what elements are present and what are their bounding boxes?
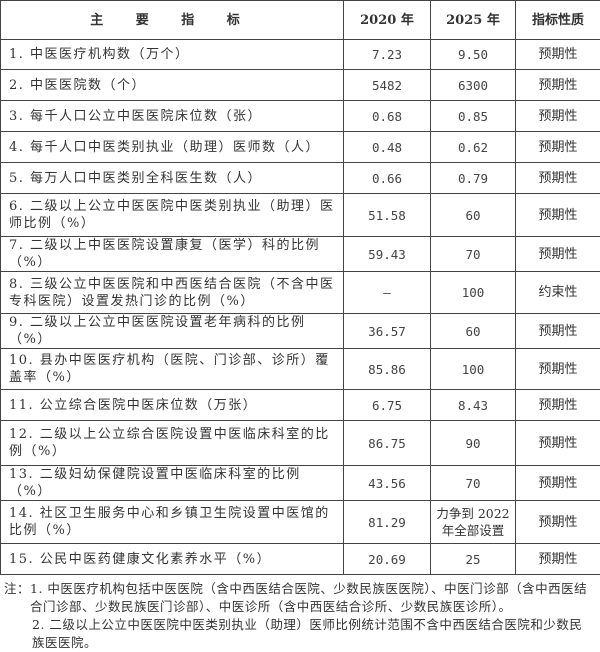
indicator-nature: 预期性 [516, 466, 600, 501]
indicator-name: 13. 二级妇幼保健院设置中医临床科室的比例（%） [1, 466, 344, 501]
value-2025: 60 [431, 314, 516, 349]
indicator-nature: 预期性 [516, 421, 600, 466]
value-2020: 86.75 [344, 421, 431, 466]
value-2025: 力争到 2022 年全部设置 [431, 501, 516, 544]
value-2025: 25 [431, 544, 516, 575]
header-row: 主 要 指 标 2020 年 2025 年 指标性质 [1, 1, 600, 40]
value-2020: 20.69 [344, 544, 431, 575]
table-row: 8. 三级公立中医医院和中西医结合医院（不含中医专科医院）设置发热门诊的比例（%… [1, 272, 600, 314]
indicator-name: 7. 二级以上中医医院设置康复（医学）科的比例（%） [1, 237, 344, 272]
indicator-nature: 预期性 [516, 40, 600, 70]
header-indicator: 主 要 指 标 [1, 1, 344, 40]
value-2020: 7.23 [344, 40, 431, 70]
value-2020: 36.57 [344, 314, 431, 349]
value-2025: 70 [431, 237, 516, 272]
value-2025: 100 [431, 272, 516, 314]
indicator-nature: 预期性 [516, 314, 600, 349]
indicator-nature: 预期性 [516, 132, 600, 163]
indicator-name: 9. 二级以上公立中医医院设置老年病科的比例（%） [1, 314, 344, 349]
indicator-name: 15. 公民中医药健康文化素养水平（%） [1, 544, 344, 575]
indicator-name: 14. 社区卫生服务中心和乡镇卫生院设置中医馆的比例（%） [1, 501, 344, 544]
value-2025: 0.62 [431, 132, 516, 163]
note-text: 2. 二级以上公立中医医院中医类别执业（助理）医师比例统计范围不含中西医结合医院… [32, 616, 594, 652]
value-2025: 90 [431, 421, 516, 466]
indicator-table: 主 要 指 标 2020 年 2025 年 指标性质 1. 中医医疗机构数（万个… [0, 0, 600, 575]
value-2025: 100 [431, 349, 516, 390]
value-2020: 81.29 [344, 501, 431, 544]
value-2025: 0.79 [431, 163, 516, 194]
indicator-name: 6. 二级以上公立中医医院中医类别执业（助理）医师比例（%） [1, 194, 344, 237]
value-2020: 43.56 [344, 466, 431, 501]
indicator-nature: 预期性 [516, 349, 600, 390]
header-2025: 2025 年 [431, 1, 516, 40]
indicator-name: 2. 中医医院数（个） [1, 70, 344, 101]
value-2025: 70 [431, 466, 516, 501]
indicator-nature: 预期性 [516, 390, 600, 421]
header-2020: 2020 年 [344, 1, 431, 40]
indicator-nature: 预期性 [516, 501, 600, 544]
indicator-nature: 预期性 [516, 70, 600, 101]
note-1: 注： 1. 中医医疗机构包括中医医院（含中西医结合医院、少数民族医医院）、中医门… [4, 580, 594, 616]
value-2020: 59.43 [344, 237, 431, 272]
value-2020: 85.86 [344, 349, 431, 390]
value-2025: 0.85 [431, 101, 516, 132]
indicator-nature: 预期性 [516, 163, 600, 194]
value-2020: 6.75 [344, 390, 431, 421]
indicator-name: 12. 二级以上公立综合医院设置中医临床科室的比例（%） [1, 421, 344, 466]
indicator-name: 11. 公立综合医院中医床位数（万张） [1, 390, 344, 421]
value-2020: 0.66 [344, 163, 431, 194]
indicator-name: 3. 每千人口公立中医医院床位数（张） [1, 101, 344, 132]
value-2020: 5482 [344, 70, 431, 101]
header-nature: 指标性质 [516, 1, 600, 40]
value-2025: 9.50 [431, 40, 516, 70]
value-2025: 6300 [431, 70, 516, 101]
indicator-name: 8. 三级公立中医医院和中西医结合医院（不含中医专科医院）设置发热门诊的比例（%… [1, 272, 344, 314]
value-2020: 0.48 [344, 132, 431, 163]
indicator-name: 1. 中医医疗机构数（万个） [1, 40, 344, 70]
value-2025: 60 [431, 194, 516, 237]
value-2020: 0.68 [344, 101, 431, 132]
value-2025: 8.43 [431, 390, 516, 421]
value-2020: 51.58 [344, 194, 431, 237]
note-2: 2. 二级以上公立中医医院中医类别执业（助理）医师比例统计范围不含中西医结合医院… [4, 616, 594, 652]
indicator-name: 4. 每千人口中医类别执业（助理）医师数（人） [1, 132, 344, 163]
indicator-name: 5. 每万人口中医类别全科医生数（人） [1, 163, 344, 194]
notes-label: 注： [4, 580, 30, 616]
value-2020: — [344, 272, 431, 314]
indicator-nature: 预期性 [516, 237, 600, 272]
indicator-name: 10. 县办中医医疗机构（医院、门诊部、诊所）覆盖率（%） [1, 349, 344, 390]
note-text: 1. 中医医疗机构包括中医医院（含中西医结合医院、少数民族医医院）、中医门诊部（… [30, 580, 594, 616]
indicator-nature: 预期性 [516, 194, 600, 237]
indicator-nature: 约束性 [516, 272, 600, 314]
indicator-nature: 预期性 [516, 101, 600, 132]
table-notes: 注： 1. 中医医疗机构包括中医医院（含中西医结合医院、少数民族医医院）、中医门… [0, 575, 600, 652]
indicator-nature: 预期性 [516, 544, 600, 575]
